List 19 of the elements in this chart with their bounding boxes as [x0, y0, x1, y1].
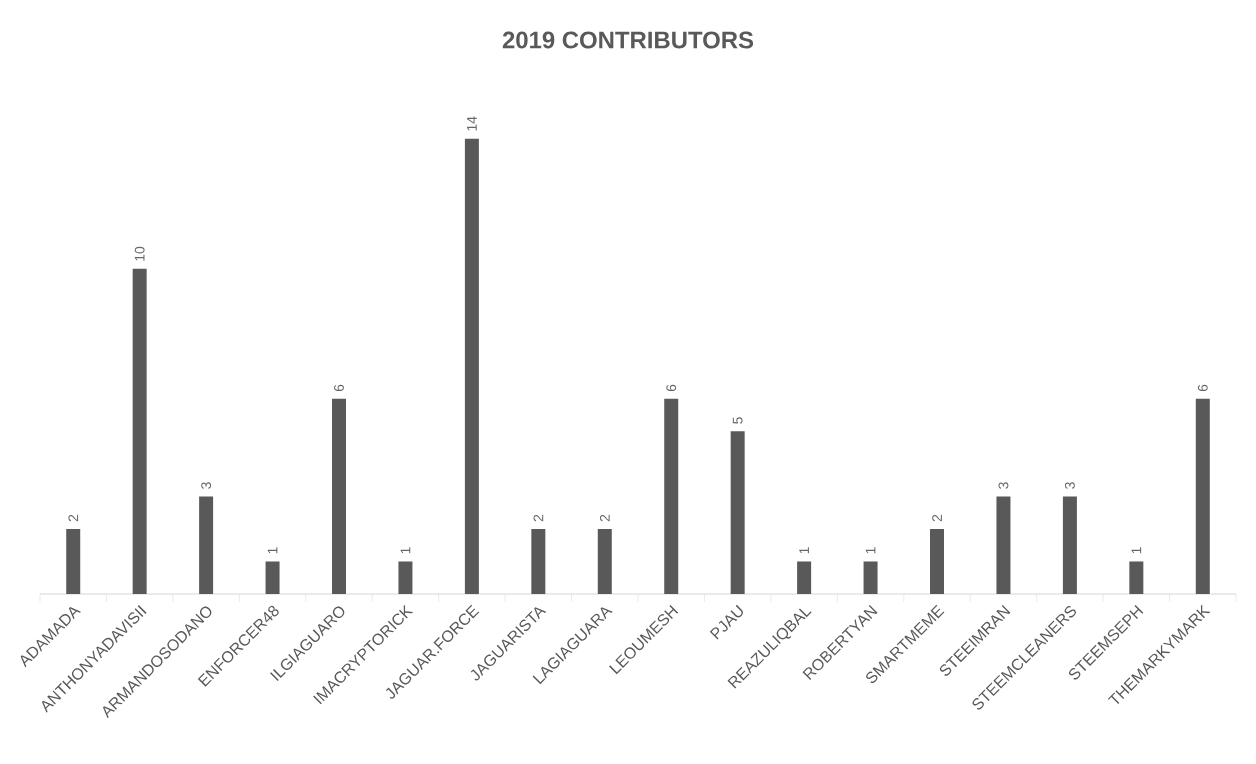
bar	[1195, 398, 1210, 594]
bar	[332, 398, 346, 594]
bar	[1129, 561, 1144, 594]
bar	[531, 528, 546, 594]
bar	[597, 528, 612, 594]
bar	[730, 431, 745, 594]
bar	[996, 496, 1011, 594]
bar	[930, 528, 945, 594]
bar	[664, 398, 679, 594]
bar	[66, 528, 81, 594]
bar	[1062, 496, 1077, 594]
bar	[132, 268, 147, 594]
bar	[464, 138, 479, 594]
bar	[863, 561, 878, 594]
bar	[398, 561, 413, 594]
chart-title: 2019 CONTRIBUTORS	[502, 31, 754, 49]
bar	[199, 496, 214, 594]
bar	[265, 561, 280, 594]
bar	[797, 561, 812, 594]
